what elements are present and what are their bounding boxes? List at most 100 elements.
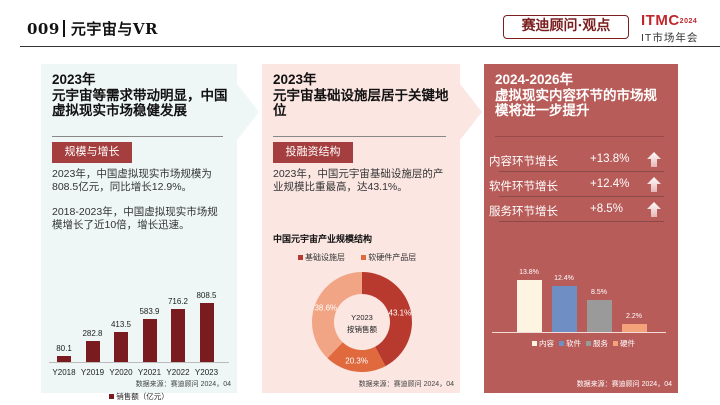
x-tick-label: Y2022	[166, 368, 190, 377]
x-axis	[49, 362, 229, 363]
panel-divider	[495, 136, 664, 137]
growth-row: 软件环节增长 +12.4%	[489, 173, 664, 197]
legend-label: 服务	[593, 339, 608, 348]
bar	[85, 341, 100, 362]
bar-value-label: 8.5%	[591, 289, 607, 297]
panel-divider	[273, 136, 446, 137]
panel-title-text: 虚拟现实内容环节的市场规模将进一步提升	[495, 87, 657, 119]
bar	[587, 300, 612, 332]
flow-arrow	[460, 84, 482, 140]
brand-badge: 赛迪顾问·观点	[503, 15, 629, 39]
legend-swatch	[532, 341, 537, 346]
x-tick-label: Y2020	[109, 368, 133, 377]
donut-center-label: Y2023	[351, 313, 373, 322]
bar-value-label: 12.4%	[554, 274, 574, 282]
section-tag: 投融资结构	[273, 142, 353, 163]
page-header-title: 009 元宇宙与VR	[27, 18, 158, 39]
legend-label: 软件	[566, 339, 581, 348]
section-tag: 规模与增长	[52, 142, 132, 163]
growth-label: 软件环节增长	[489, 181, 558, 193]
row-divider	[499, 171, 664, 172]
row-divider	[499, 196, 664, 197]
legend-swatch	[109, 394, 115, 399]
bar	[114, 331, 128, 362]
page-number: 009	[27, 20, 60, 38]
slice-label: 38.6%	[314, 303, 337, 312]
legend-label: 销售额（亿元）	[116, 392, 169, 401]
panel-title: 2023年 元宇宙等需求带动明显，中国虚拟现实市场稳健发展	[52, 72, 229, 119]
itmc-logo: ITMC2024	[641, 12, 697, 29]
section-title: 元宇宙与VR	[70, 20, 158, 38]
x-tick-label: Y2021	[137, 368, 162, 377]
growth-row: 服务环节增长 +8.5%	[489, 198, 664, 222]
title-separator	[62, 20, 65, 37]
panel-title: 2023年 元宇宙基础设施层居于关键地位	[273, 72, 452, 119]
panel-title-year: 2023年	[273, 72, 317, 87]
bar	[142, 319, 157, 362]
data-source: 数据来源：赛迪顾问 2024，04	[576, 381, 672, 388]
growth-value: +8.5%	[590, 203, 623, 215]
chart-title: 中国元宇宙产业规模结构	[273, 234, 373, 244]
bar	[171, 309, 185, 362]
legend-label: 硬件	[620, 339, 635, 348]
legend-swatch	[613, 341, 618, 346]
x-tick-label: Y2019	[80, 368, 105, 377]
growth-row: 内容环节增长 +13.8%	[489, 148, 664, 172]
logo-subtitle: IT市场年会	[641, 32, 699, 44]
bar-value-label: 808.5	[196, 290, 217, 300]
paragraph-1: 2023年，中国元宇宙基础设施层的产业规模比重最高，达43.1%。	[273, 168, 444, 193]
segment-growth-bar-chart: 内容 软件 服务 硬件 13.8% 12.4% 8.5% 2.2%	[484, 264, 678, 384]
legend-item: 软硬件产品层	[361, 253, 416, 262]
data-source: 数据来源：赛迪顾问 2024，04	[358, 381, 454, 388]
market-size-bar-chart: 销售额（亿元） 80.1 Y2018 282.8 Y2019 413.5 Y2020 583…	[41, 274, 237, 405]
x-axis	[492, 332, 666, 333]
legend-swatch	[586, 341, 591, 346]
chart-legend: 基础设施层 软硬件产品层	[298, 252, 430, 263]
donut-slice	[312, 272, 362, 359]
bar-value-label: 716.2	[167, 297, 189, 307]
legend-item: 基础设施层	[298, 253, 345, 262]
legend-swatch	[361, 255, 367, 260]
legend-label: 软硬件产品层	[368, 253, 417, 262]
slice-label: 20.3%	[345, 357, 368, 366]
donut-slice	[362, 272, 412, 367]
panel-title-year: 2023年	[52, 72, 96, 87]
legend-label: 基础设施层	[305, 253, 345, 262]
panel-market-scale: 2023年 元宇宙等需求带动明显，中国虚拟现实市场稳健发展 规模与增长 2023…	[41, 64, 237, 401]
panel-title-text: 元宇宙基础设施层居于关键地位	[273, 87, 449, 119]
legend-label: 内容	[539, 339, 554, 348]
header-divider	[20, 46, 720, 47]
x-tick-label: Y2023	[194, 368, 219, 377]
bar	[199, 302, 214, 362]
bar	[622, 323, 647, 332]
bar-value-label: 583.9	[139, 307, 160, 317]
bar-value-label: 282.8	[82, 329, 103, 339]
bar	[517, 280, 542, 332]
data-source: 数据来源：赛迪顾问 2024，04	[135, 381, 231, 388]
chart-legend: 销售额（亿元）	[41, 391, 237, 402]
x-tick-label: Y2018	[52, 368, 76, 377]
bar-value-label: 80.1	[56, 344, 72, 354]
slice-label: 43.1%	[389, 309, 412, 318]
legend-swatch	[298, 255, 303, 260]
chart-legend: 内容 软件 服务 硬件	[484, 338, 678, 349]
growth-label: 服务环节增长	[489, 206, 558, 218]
growth-value: +13.8%	[590, 153, 630, 165]
donut-center-sublabel: 按销售额	[347, 324, 377, 334]
legend-swatch	[559, 341, 564, 346]
bar	[552, 285, 577, 332]
flow-arrow	[237, 84, 259, 140]
logo-year: 2024	[679, 18, 698, 25]
growth-label: 内容环节增长	[489, 156, 558, 168]
bar	[57, 356, 71, 362]
bar-value-label: 2.2%	[626, 312, 642, 320]
paragraph-2: 2018-2023年，中国虚拟现实市场规模增长了近10倍，增长迅速。	[52, 206, 218, 231]
panel-title-text: 元宇宙等需求带动明显，中国虚拟现实市场稳健发展	[52, 87, 228, 119]
donut-slice	[327, 342, 386, 372]
bar-value-label: 413.5	[110, 319, 132, 329]
panel-title-year: 2024-2026年	[495, 72, 574, 87]
growth-value: +12.4%	[590, 178, 630, 190]
row-divider	[499, 221, 664, 222]
logo-text: ITMC	[641, 12, 680, 29]
up-arrow-icon	[647, 177, 661, 192]
